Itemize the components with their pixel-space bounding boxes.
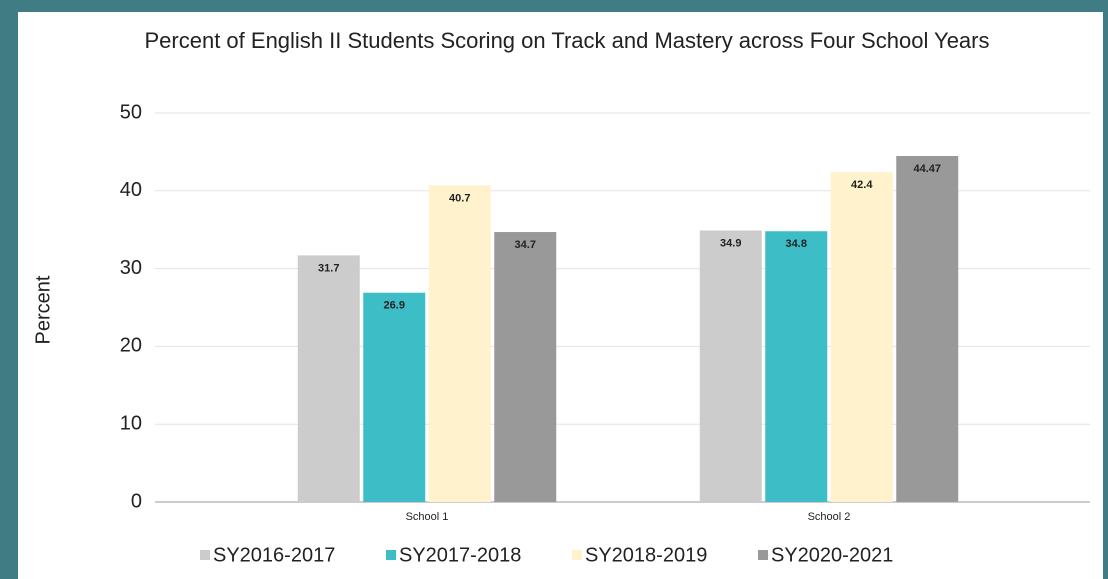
y-tick-label: 30 bbox=[120, 257, 142, 279]
legend-swatch bbox=[572, 550, 582, 560]
value-label: 34.8 bbox=[786, 238, 807, 250]
value-label: 34.7 bbox=[515, 239, 536, 251]
bar bbox=[363, 292, 426, 502]
bar bbox=[494, 232, 557, 502]
legend-swatch bbox=[386, 550, 396, 560]
y-tick-label: 0 bbox=[131, 490, 142, 512]
y-tick-label: 50 bbox=[120, 101, 142, 123]
legend-label: SY2018-2019 bbox=[585, 544, 707, 566]
value-label: 34.9 bbox=[720, 237, 741, 249]
bar bbox=[297, 255, 360, 502]
value-label: 44.47 bbox=[913, 163, 941, 175]
value-label: 40.7 bbox=[449, 192, 470, 204]
chart-title: Percent of English II Students Scoring o… bbox=[145, 28, 990, 53]
y-tick-label: 20 bbox=[120, 335, 142, 357]
y-axis-title: Percent bbox=[32, 275, 54, 344]
y-tick-label: 40 bbox=[120, 179, 142, 201]
legend-swatch bbox=[200, 550, 210, 560]
bar bbox=[699, 230, 762, 502]
bar bbox=[765, 231, 828, 503]
x-tick-label: School 1 bbox=[406, 511, 449, 523]
x-tick-label: School 2 bbox=[808, 511, 851, 523]
value-label: 31.7 bbox=[318, 262, 339, 274]
legend-swatch bbox=[758, 550, 768, 560]
bar bbox=[896, 156, 959, 502]
y-tick-label: 10 bbox=[120, 412, 142, 434]
bar bbox=[428, 185, 491, 502]
value-label: 26.9 bbox=[384, 300, 405, 312]
legend-label: SY2020-2021 bbox=[771, 544, 893, 566]
legend-label: SY2017-2018 bbox=[399, 544, 521, 566]
bar bbox=[830, 172, 893, 503]
value-label: 42.4 bbox=[851, 179, 873, 191]
legend-label: SY2016-2017 bbox=[213, 544, 335, 566]
